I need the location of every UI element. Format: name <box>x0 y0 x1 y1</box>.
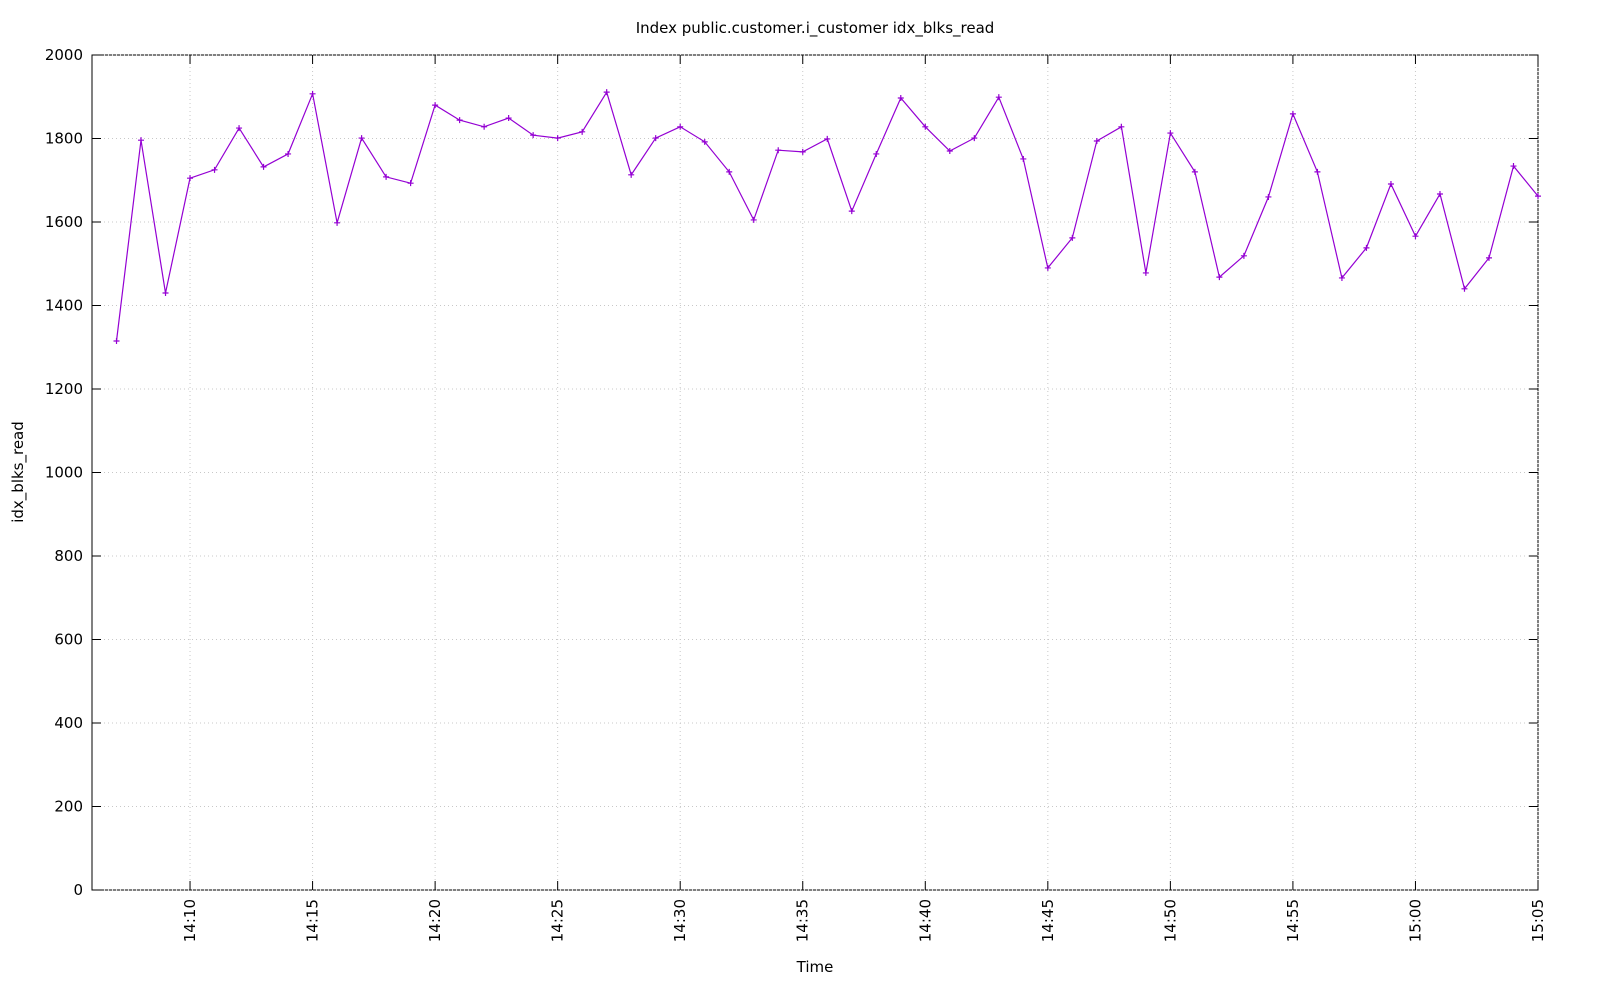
point-marker <box>211 166 218 173</box>
x-tick-label: 15:00 <box>1406 899 1424 942</box>
point-marker <box>799 148 806 155</box>
point-marker <box>1289 110 1296 117</box>
y-tick-label: 800 <box>54 547 83 565</box>
point-marker <box>162 289 169 296</box>
y-tick-label: 600 <box>54 631 83 649</box>
x-tick-label: 14:55 <box>1284 899 1302 942</box>
point-marker <box>1142 269 1149 276</box>
point-marker <box>1020 155 1027 162</box>
point-marker <box>897 95 904 102</box>
point-marker <box>1510 163 1517 170</box>
x-tick-label: 14:30 <box>671 899 689 942</box>
point-marker <box>1093 138 1100 145</box>
y-tick-label: 400 <box>54 714 83 732</box>
point-marker <box>848 208 855 215</box>
point-marker <box>1118 123 1125 130</box>
point-marker <box>1363 244 1370 251</box>
point-marker <box>701 138 708 145</box>
point-marker <box>603 89 610 96</box>
point-marker <box>1485 254 1492 261</box>
point-marker <box>187 175 194 182</box>
point-marker <box>922 123 929 130</box>
point-marker <box>750 216 757 223</box>
point-marker <box>236 125 243 132</box>
x-tick-label: 14:10 <box>181 899 199 942</box>
y-tick-label: 1000 <box>45 464 83 482</box>
point-marker <box>530 132 537 139</box>
point-marker <box>1216 274 1223 281</box>
y-tick-label: 1400 <box>45 297 83 315</box>
y-tick-label: 2000 <box>45 46 83 64</box>
point-marker <box>260 163 267 170</box>
x-axis-label: Time <box>796 958 834 976</box>
point-marker <box>407 180 414 187</box>
x-tick-label: 14:35 <box>794 899 812 942</box>
point-marker <box>1436 191 1443 198</box>
point-marker <box>383 173 390 180</box>
point-marker <box>1412 233 1419 240</box>
point-marker <box>113 337 120 344</box>
point-marker <box>1314 168 1321 175</box>
y-tick-label: 200 <box>54 798 83 816</box>
point-marker <box>456 117 463 124</box>
x-tick-label: 15:05 <box>1529 899 1547 942</box>
point-marker <box>334 219 341 226</box>
point-marker <box>971 135 978 142</box>
y-axis-label: idx_blks_read <box>9 421 28 523</box>
point-marker <box>1191 168 1198 175</box>
x-tick-label: 14:20 <box>426 899 444 942</box>
point-marker <box>1387 181 1394 188</box>
point-marker <box>505 115 512 122</box>
x-tick-label: 14:50 <box>1161 899 1179 942</box>
point-marker <box>726 168 733 175</box>
point-marker <box>677 123 684 130</box>
point-marker <box>1240 252 1247 259</box>
y-tick-label: 1200 <box>45 380 83 398</box>
chart-title: Index public.customer.i_customer idx_blk… <box>636 19 995 38</box>
x-tick-label: 14:45 <box>1039 899 1057 942</box>
point-marker <box>1338 274 1345 281</box>
x-tick-label: 14:25 <box>549 899 567 942</box>
y-tick-label: 1600 <box>45 213 83 231</box>
point-marker <box>652 135 659 142</box>
y-tick-label: 0 <box>73 881 83 899</box>
x-tick-label: 14:15 <box>304 899 322 942</box>
point-marker <box>579 128 586 135</box>
point-marker <box>358 135 365 142</box>
point-marker <box>554 135 561 142</box>
point-marker <box>309 90 316 97</box>
point-marker <box>481 123 488 130</box>
point-marker <box>775 147 782 154</box>
point-marker <box>1044 264 1051 271</box>
point-marker <box>995 94 1002 101</box>
point-marker <box>138 137 145 144</box>
point-marker <box>1461 285 1468 292</box>
point-marker <box>824 135 831 142</box>
point-marker <box>946 148 953 155</box>
point-marker <box>1265 193 1272 200</box>
point-marker <box>1069 234 1076 241</box>
point-marker <box>1535 193 1541 200</box>
point-marker <box>432 102 439 109</box>
y-tick-label: 1800 <box>45 130 83 148</box>
point-marker <box>628 171 635 178</box>
point-marker <box>1167 130 1174 137</box>
point-marker <box>285 150 292 157</box>
point-marker <box>873 150 880 157</box>
x-tick-label: 14:40 <box>916 899 934 942</box>
